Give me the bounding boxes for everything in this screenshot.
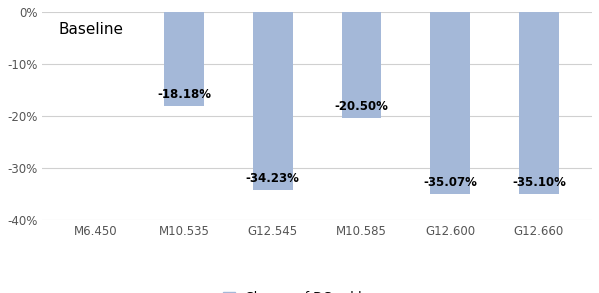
Legend: Change of DC cable usage: Change of DC cable usage — [218, 286, 416, 293]
Text: -20.50%: -20.50% — [334, 100, 388, 113]
Bar — [253, 12, 293, 190]
Bar — [519, 12, 559, 194]
Bar — [430, 12, 470, 194]
Text: Baseline: Baseline — [58, 22, 123, 37]
Text: -35.07%: -35.07% — [423, 176, 477, 189]
Text: -35.10%: -35.10% — [512, 176, 566, 189]
Bar — [341, 12, 382, 118]
Bar — [164, 12, 204, 106]
Text: -18.18%: -18.18% — [157, 88, 211, 101]
Text: -34.23%: -34.23% — [246, 172, 300, 185]
